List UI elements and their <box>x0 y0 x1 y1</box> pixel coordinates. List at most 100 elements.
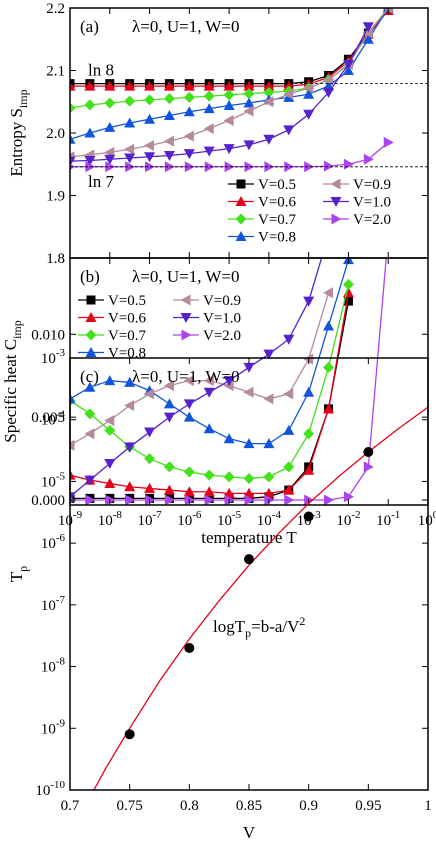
y-tick-label: 10-3 <box>41 347 66 367</box>
marker <box>163 461 175 473</box>
marker <box>243 362 255 373</box>
marker <box>104 477 116 488</box>
marker <box>382 8 393 14</box>
plot-area <box>93 406 428 790</box>
marker <box>203 123 214 135</box>
marker <box>84 156 96 166</box>
legend-label: V=1.0 <box>353 195 391 211</box>
marker <box>304 161 315 173</box>
marker <box>204 494 215 505</box>
marker <box>223 376 235 387</box>
marker <box>183 411 195 422</box>
y-tick-label: 10-8 <box>41 656 66 676</box>
marker <box>163 380 174 392</box>
marker <box>323 87 335 98</box>
x-tick-label: 0.7 <box>61 798 80 814</box>
x-tick-label: 10-7 <box>137 509 162 529</box>
marker <box>263 393 274 405</box>
legend-label: V=0.8 <box>108 346 146 362</box>
marker <box>124 400 135 412</box>
marker <box>283 125 295 136</box>
marker <box>144 427 156 438</box>
legend-label: V=0.5 <box>108 293 146 309</box>
marker <box>244 494 255 505</box>
marker <box>223 89 235 101</box>
x-tick-label: 10-5 <box>217 509 242 529</box>
marker <box>163 398 175 409</box>
y-tick-label: 10-5 <box>41 470 66 490</box>
marker <box>144 482 156 493</box>
marker <box>343 158 354 170</box>
marker <box>144 94 156 106</box>
marker <box>263 471 275 483</box>
marker <box>203 146 215 157</box>
legend-marker <box>235 213 247 225</box>
legend-marker <box>331 213 342 225</box>
marker <box>263 86 275 98</box>
x-tick-label: 10-1 <box>376 509 400 529</box>
text-part: p <box>245 626 251 640</box>
y-axis-label: Tp <box>7 566 30 582</box>
marker <box>183 486 195 497</box>
x-tick-label: 0.85 <box>236 798 262 814</box>
marker <box>303 464 315 475</box>
marker <box>323 230 334 240</box>
legend-marker <box>181 329 192 341</box>
marker <box>263 96 274 108</box>
marker <box>164 494 175 505</box>
text-part: logT <box>213 617 246 636</box>
marker <box>183 149 195 160</box>
marker <box>184 161 195 173</box>
marker <box>163 80 175 91</box>
legend-label: V=2.0 <box>353 212 391 228</box>
marker <box>223 80 235 91</box>
plot-frame <box>69 357 429 791</box>
y-tick-label: 2.2 <box>46 1 65 17</box>
legend-label: V=0.7 <box>108 328 147 344</box>
marker <box>362 33 374 44</box>
y-axis-label: Entropy Simp <box>7 89 30 176</box>
marker <box>84 99 96 111</box>
x-tick-label: 10-9 <box>58 509 83 529</box>
marker <box>144 152 156 163</box>
marker <box>324 160 335 172</box>
legend-label: V=0.9 <box>203 293 241 309</box>
x-tick-label: 10-4 <box>257 509 282 529</box>
marker <box>144 140 155 151</box>
x-tick-label: 10-8 <box>98 509 123 529</box>
marker <box>183 106 195 117</box>
marker <box>362 22 374 33</box>
legend-marker <box>330 197 342 207</box>
legend-marker <box>85 329 97 341</box>
marker <box>164 161 175 173</box>
marker <box>224 161 235 173</box>
marker <box>263 487 275 498</box>
legend-label: V=0.6 <box>258 195 297 211</box>
marker <box>124 729 135 740</box>
annotation: logTp=b-a/V2 <box>213 614 305 640</box>
marker <box>104 121 116 132</box>
marker <box>263 80 275 91</box>
marker <box>263 438 275 449</box>
marker <box>85 494 96 505</box>
marker <box>124 376 136 387</box>
marker <box>84 127 96 138</box>
marker <box>243 472 255 484</box>
x-tick-label: 0.75 <box>117 798 143 814</box>
marker <box>203 90 215 102</box>
marker <box>124 117 136 128</box>
marker <box>243 80 255 91</box>
marker <box>342 279 354 291</box>
marker <box>303 109 315 120</box>
marker <box>84 381 96 392</box>
marker <box>243 438 255 449</box>
marker <box>84 428 95 440</box>
panel-title: λ=0, U=1, W=0 <box>132 267 240 286</box>
marker <box>243 97 255 108</box>
x-tick-label: 0.8 <box>180 798 199 814</box>
marker <box>70 469 76 480</box>
legend-marker <box>235 231 247 241</box>
panel-label: (b) <box>80 267 100 286</box>
reference-label: ln 8 <box>88 60 114 79</box>
legend-marker <box>86 295 96 305</box>
